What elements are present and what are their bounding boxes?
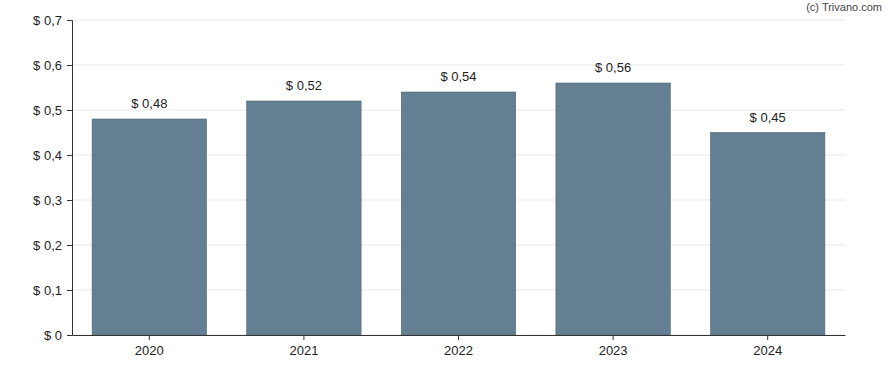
x-tick-label: 2022 [444, 343, 473, 358]
y-tick: $ 0,5 [33, 103, 72, 118]
plot: $ 0,48$ 0,52$ 0,54$ 0,56$ 0,45$ 0$ 0,1$ … [33, 13, 845, 359]
grid-line [72, 20, 845, 21]
y-tick-label: $ 0 [44, 328, 62, 343]
grid-line [72, 65, 845, 66]
x-tick-label: 2021 [289, 343, 318, 358]
data-label: $ 0,56 [595, 60, 631, 75]
y-tick: $ 0,7 [33, 13, 72, 28]
bar [710, 133, 824, 336]
y-tick: $ 0,3 [33, 193, 72, 208]
y-axis: $ 0 $ 0,1 $ 0,2 $ 0,3 $ 0,4 $ 0,5 $ 0,6 $ 0,7 [33, 13, 72, 343]
x-tick-mark [613, 335, 614, 340]
bar [247, 101, 361, 335]
x-tick-mark [767, 335, 768, 340]
y-tick: $ 0,2 [33, 238, 72, 253]
x-tick: 2023 [599, 335, 628, 358]
y-axis-line [67, 21, 73, 336]
x-tick-label: 2023 [599, 343, 628, 358]
bar [92, 119, 206, 335]
y-tick-label: $ 0,5 [33, 103, 62, 118]
y-tick-mark [67, 20, 72, 21]
y-tick: $ 0,4 [33, 148, 72, 163]
y-tick-label: $ 0,2 [33, 238, 62, 253]
bar [401, 92, 515, 335]
y-tick: $ 0 [44, 328, 72, 343]
y-tick-mark [67, 110, 72, 111]
x-tick-label: 2024 [753, 343, 782, 358]
bar [556, 83, 670, 335]
data-label: $ 0,52 [286, 78, 322, 93]
x-tick-label: 2020 [135, 343, 164, 358]
y-tick-mark [67, 290, 72, 291]
x-tick-mark [149, 335, 150, 340]
y-tick: $ 0,6 [33, 58, 72, 73]
x-tick-mark [458, 335, 459, 340]
y-tick-label: $ 0,4 [33, 148, 62, 163]
x-tick: 2021 [289, 335, 318, 358]
y-tick-label: $ 0,6 [33, 58, 62, 73]
y-tick-mark [67, 65, 72, 66]
data-label: $ 0,48 [131, 96, 167, 111]
y-tick-label: $ 0,1 [33, 283, 62, 298]
y-tick-mark [67, 155, 72, 156]
x-axis: 2020 2021 2022 2023 2024 [73, 335, 846, 358]
y-tick-mark [67, 200, 72, 201]
bars [92, 83, 825, 335]
x-tick: 2020 [135, 335, 164, 358]
credit: (c) Trivano.com [806, 1, 882, 13]
y-tick: $ 0,1 [33, 283, 72, 298]
y-tick-mark [67, 335, 72, 336]
y-tick-label: $ 0,7 [33, 13, 62, 28]
y-tick-mark [67, 245, 72, 246]
data-label: $ 0,54 [440, 69, 476, 84]
x-tick: 2024 [753, 335, 782, 358]
data-label: $ 0,45 [750, 110, 786, 125]
x-tick: 2022 [444, 335, 473, 358]
grid [72, 20, 845, 335]
data-labels: $ 0,48 $ 0,52 $ 0,54 $ 0,56 $ 0,45 [131, 60, 786, 125]
chart: $ 0,48$ 0,52$ 0,54$ 0,56$ 0,45$ 0$ 0,1$ … [0, 0, 888, 370]
y-tick-label: $ 0,3 [33, 193, 62, 208]
x-tick-mark [303, 335, 304, 340]
